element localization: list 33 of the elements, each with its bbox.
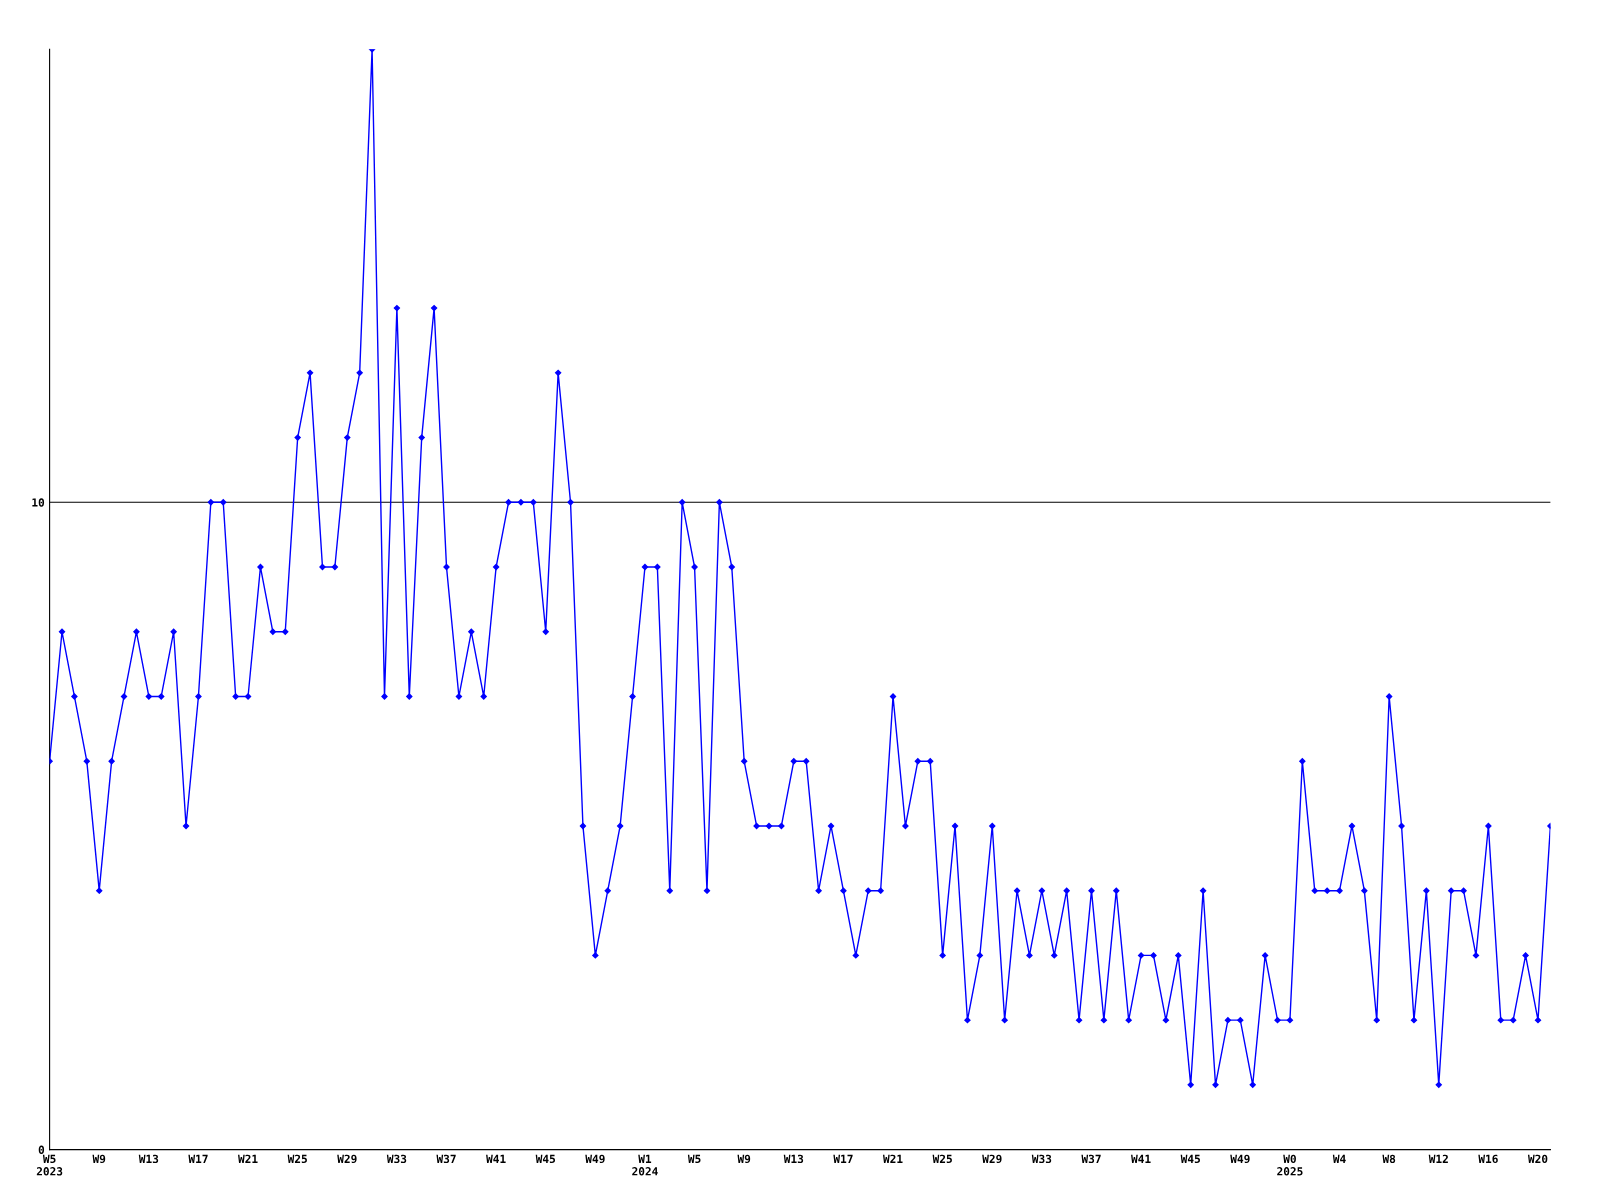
x-tick-label: W33 (386, 1154, 407, 1164)
x-tick-label: W25 (287, 1154, 307, 1164)
y-tick-label: 10 (32, 498, 45, 507)
x-tick-label: W37 (1081, 1154, 1101, 1164)
x-tick-label: W12 (1428, 1154, 1448, 1163)
x-tick-label: W49 (585, 1154, 605, 1164)
x-tick-label: W16 (1478, 1154, 1498, 1164)
x-tick-label: W20 (1527, 1154, 1548, 1164)
x-tick-label: W25 (932, 1154, 952, 1164)
x-tick-label: W17 (188, 1154, 208, 1163)
x-tick-label: W45 (535, 1154, 556, 1164)
x-tick-label: W9 (737, 1154, 751, 1164)
x-tick-label: W29 (337, 1154, 357, 1164)
x-tick-label: W8 (1382, 1154, 1396, 1164)
x-tick-label: W45 (1180, 1154, 1200, 1164)
x-tick-label: W41 (1131, 1154, 1151, 1163)
x-tick-label: W13 (783, 1154, 804, 1164)
y-tick-label: 0 (38, 1145, 45, 1154)
x-tick-label: W37 (436, 1154, 456, 1164)
x-tick-label: W33 (1031, 1154, 1052, 1164)
x-tick-label: W1 2024 (632, 1154, 658, 1176)
x-tick-label: W13 (138, 1154, 159, 1164)
x-tick-label: W49 (1230, 1154, 1250, 1164)
x-tick-label: W4 (1332, 1154, 1346, 1163)
x-tick-label: W5 2023 (36, 1154, 63, 1176)
x-tick-label: W21 (238, 1154, 258, 1163)
x-tick-label: W5 (687, 1154, 701, 1164)
x-tick-label: W0 2025 (1277, 1154, 1303, 1176)
x-tick-label: W21 (882, 1154, 903, 1163)
x-tick-label: W9 (92, 1154, 106, 1164)
x-tick-label: W17 (833, 1154, 853, 1163)
x-tick-label: W41 (486, 1154, 506, 1163)
x-tick-label: W29 (982, 1154, 1002, 1164)
